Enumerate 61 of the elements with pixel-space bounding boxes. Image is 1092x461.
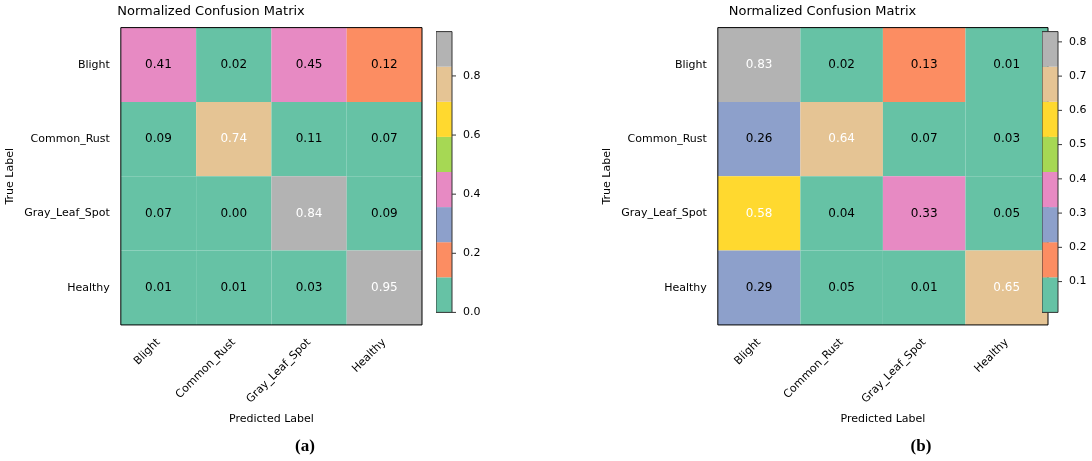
color-bar-label: 0.8 bbox=[463, 68, 481, 82]
data-label: 0.13 bbox=[910, 56, 938, 71]
y-tick-label: Healthy bbox=[67, 280, 111, 294]
data-label: 0.83 bbox=[745, 56, 773, 71]
data-label: 0.58 bbox=[745, 205, 773, 220]
data-label: 0.64 bbox=[828, 131, 855, 146]
color-bar-label: 0.8 bbox=[1069, 34, 1087, 48]
color-bar-label: 0.6 bbox=[1069, 103, 1087, 117]
y-tick-label: Healthy bbox=[664, 280, 708, 294]
data-label: 0.84 bbox=[295, 205, 323, 220]
data-label: 0.03 bbox=[993, 131, 1021, 146]
data-label: 0.74 bbox=[220, 131, 248, 146]
data-label: 0.09 bbox=[370, 205, 398, 220]
data-label: 0.05 bbox=[828, 279, 855, 294]
y-axis-title: True Label bbox=[3, 147, 17, 206]
y-axis-title: True Label bbox=[600, 147, 614, 206]
data-label: 0.05 bbox=[993, 205, 1021, 220]
color-bar-label: 0.0 bbox=[463, 305, 481, 319]
data-label: 0.45 bbox=[295, 56, 323, 71]
data-label: 0.29 bbox=[745, 279, 773, 294]
chart-title: Normalized Confusion Matrix bbox=[728, 3, 917, 19]
color-bar-label: 0.3 bbox=[1069, 205, 1087, 219]
y-tick-label: Common_Rust bbox=[627, 131, 708, 145]
text: (a) bbox=[294, 436, 316, 456]
y-tick-label: Gray_Leaf_Spot bbox=[621, 206, 708, 220]
data-label: 0.07 bbox=[145, 205, 172, 220]
data-label: 0.02 bbox=[828, 56, 855, 71]
color-bar-label: 0.7 bbox=[1069, 68, 1087, 82]
data-label: 0.07 bbox=[370, 131, 398, 146]
x-axis-title: Predicted Label bbox=[229, 412, 314, 426]
color-bar-label: 0.1 bbox=[1069, 274, 1087, 288]
data-label: 0.11 bbox=[295, 131, 323, 146]
data-label: 0.00 bbox=[220, 205, 248, 220]
y-tick-label: Blight bbox=[674, 57, 708, 71]
data-label: 0.01 bbox=[145, 279, 172, 294]
data-label: 0.33 bbox=[910, 205, 938, 220]
data-label: 0.41 bbox=[145, 56, 172, 71]
y-tick-label: Blight bbox=[77, 57, 111, 71]
data-label: 0.01 bbox=[910, 279, 938, 294]
data-label: 0.26 bbox=[745, 131, 773, 146]
data-label: 0.95 bbox=[370, 279, 398, 294]
color-bar-label: 0.2 bbox=[1069, 240, 1087, 254]
y-tick-label: Common_Rust bbox=[30, 131, 111, 145]
x-axis-title: Predicted Label bbox=[840, 412, 926, 426]
data-label: 0.02 bbox=[220, 56, 248, 71]
data-label: 0.65 bbox=[993, 279, 1021, 294]
chart-title: Normalized Confusion Matrix bbox=[117, 3, 306, 19]
data-label: 0.03 bbox=[295, 279, 323, 294]
color-bar-label: 0.6 bbox=[463, 127, 481, 141]
data-label: 0.09 bbox=[145, 131, 172, 146]
color-bar-label: 0.5 bbox=[1069, 137, 1087, 151]
data-label: 0.01 bbox=[993, 56, 1021, 71]
y-tick-label: Gray_Leaf_Spot bbox=[24, 206, 111, 220]
data-label: 0.01 bbox=[220, 279, 248, 294]
data-label: 0.07 bbox=[910, 131, 938, 146]
color-bar-label: 0.4 bbox=[463, 187, 481, 201]
color-bar-label: 0.2 bbox=[463, 246, 481, 260]
text: (b) bbox=[909, 436, 933, 456]
data-label: 0.04 bbox=[828, 205, 855, 220]
color-bar-label: 0.4 bbox=[1069, 171, 1087, 185]
data-label: 0.12 bbox=[370, 56, 398, 71]
